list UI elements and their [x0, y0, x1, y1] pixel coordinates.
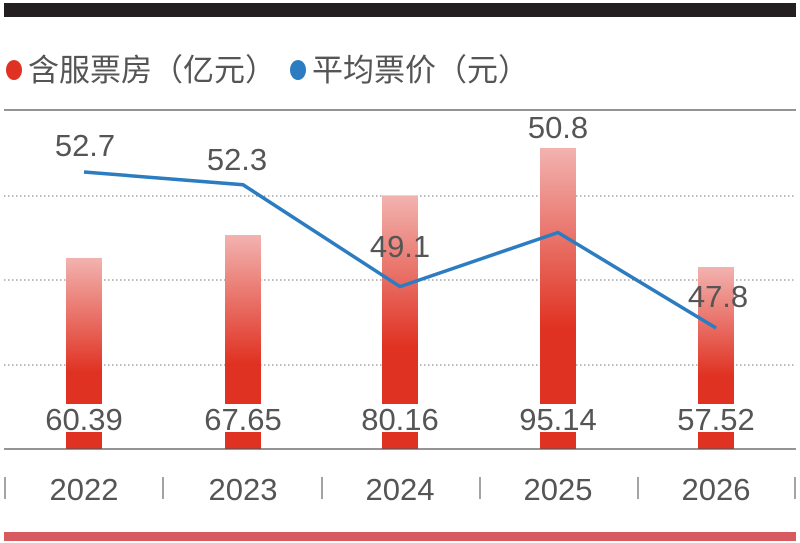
bar-label-bg	[44, 404, 124, 432]
bar-value-label: 95.14	[519, 402, 597, 437]
price-value-label: 50.8	[528, 110, 588, 145]
bar-label-bg	[518, 404, 598, 432]
x-tick-label: 2022	[50, 472, 119, 507]
legend: 含服票房（亿元） 平均票价（元）	[6, 53, 529, 88]
legend-label-avg-price: 平均票价（元）	[312, 53, 529, 88]
bar-value-label: 60.39	[45, 402, 123, 437]
x-tick-label: 2026	[682, 472, 751, 507]
bar-value-label: 67.65	[204, 402, 282, 437]
x-tick-label: 2024	[366, 472, 435, 507]
price-value-label: 52.3	[207, 142, 267, 177]
x-tick-label: 2023	[209, 472, 278, 507]
bar-label-bg	[676, 404, 756, 432]
price-value-label: 52.7	[55, 128, 115, 163]
price-line: 52.7 52.3 49.1 50.8 47.8	[55, 110, 748, 330]
bar-2025	[540, 147, 576, 449]
legend-label-box-office: 含服票房（亿元）	[28, 53, 276, 88]
legend-marker-box-office	[6, 60, 22, 80]
x-tick-label: 2025	[524, 472, 593, 507]
bottom-banner	[4, 532, 796, 541]
bars: 60.39 67.65 80.16 95.14 57.52	[44, 147, 756, 449]
bar-label-bg	[360, 404, 440, 432]
bar-value-label: 80.16	[361, 402, 439, 437]
legend-marker-avg-price	[290, 60, 306, 80]
price-value-label: 47.8	[688, 279, 748, 314]
bar-value-label: 57.52	[677, 402, 755, 437]
bar-label-bg	[203, 404, 283, 432]
price-value-label: 49.1	[370, 229, 430, 264]
top-banner	[4, 3, 796, 17]
x-axis: 2022 2023 2024 2025 2026	[4, 472, 796, 507]
